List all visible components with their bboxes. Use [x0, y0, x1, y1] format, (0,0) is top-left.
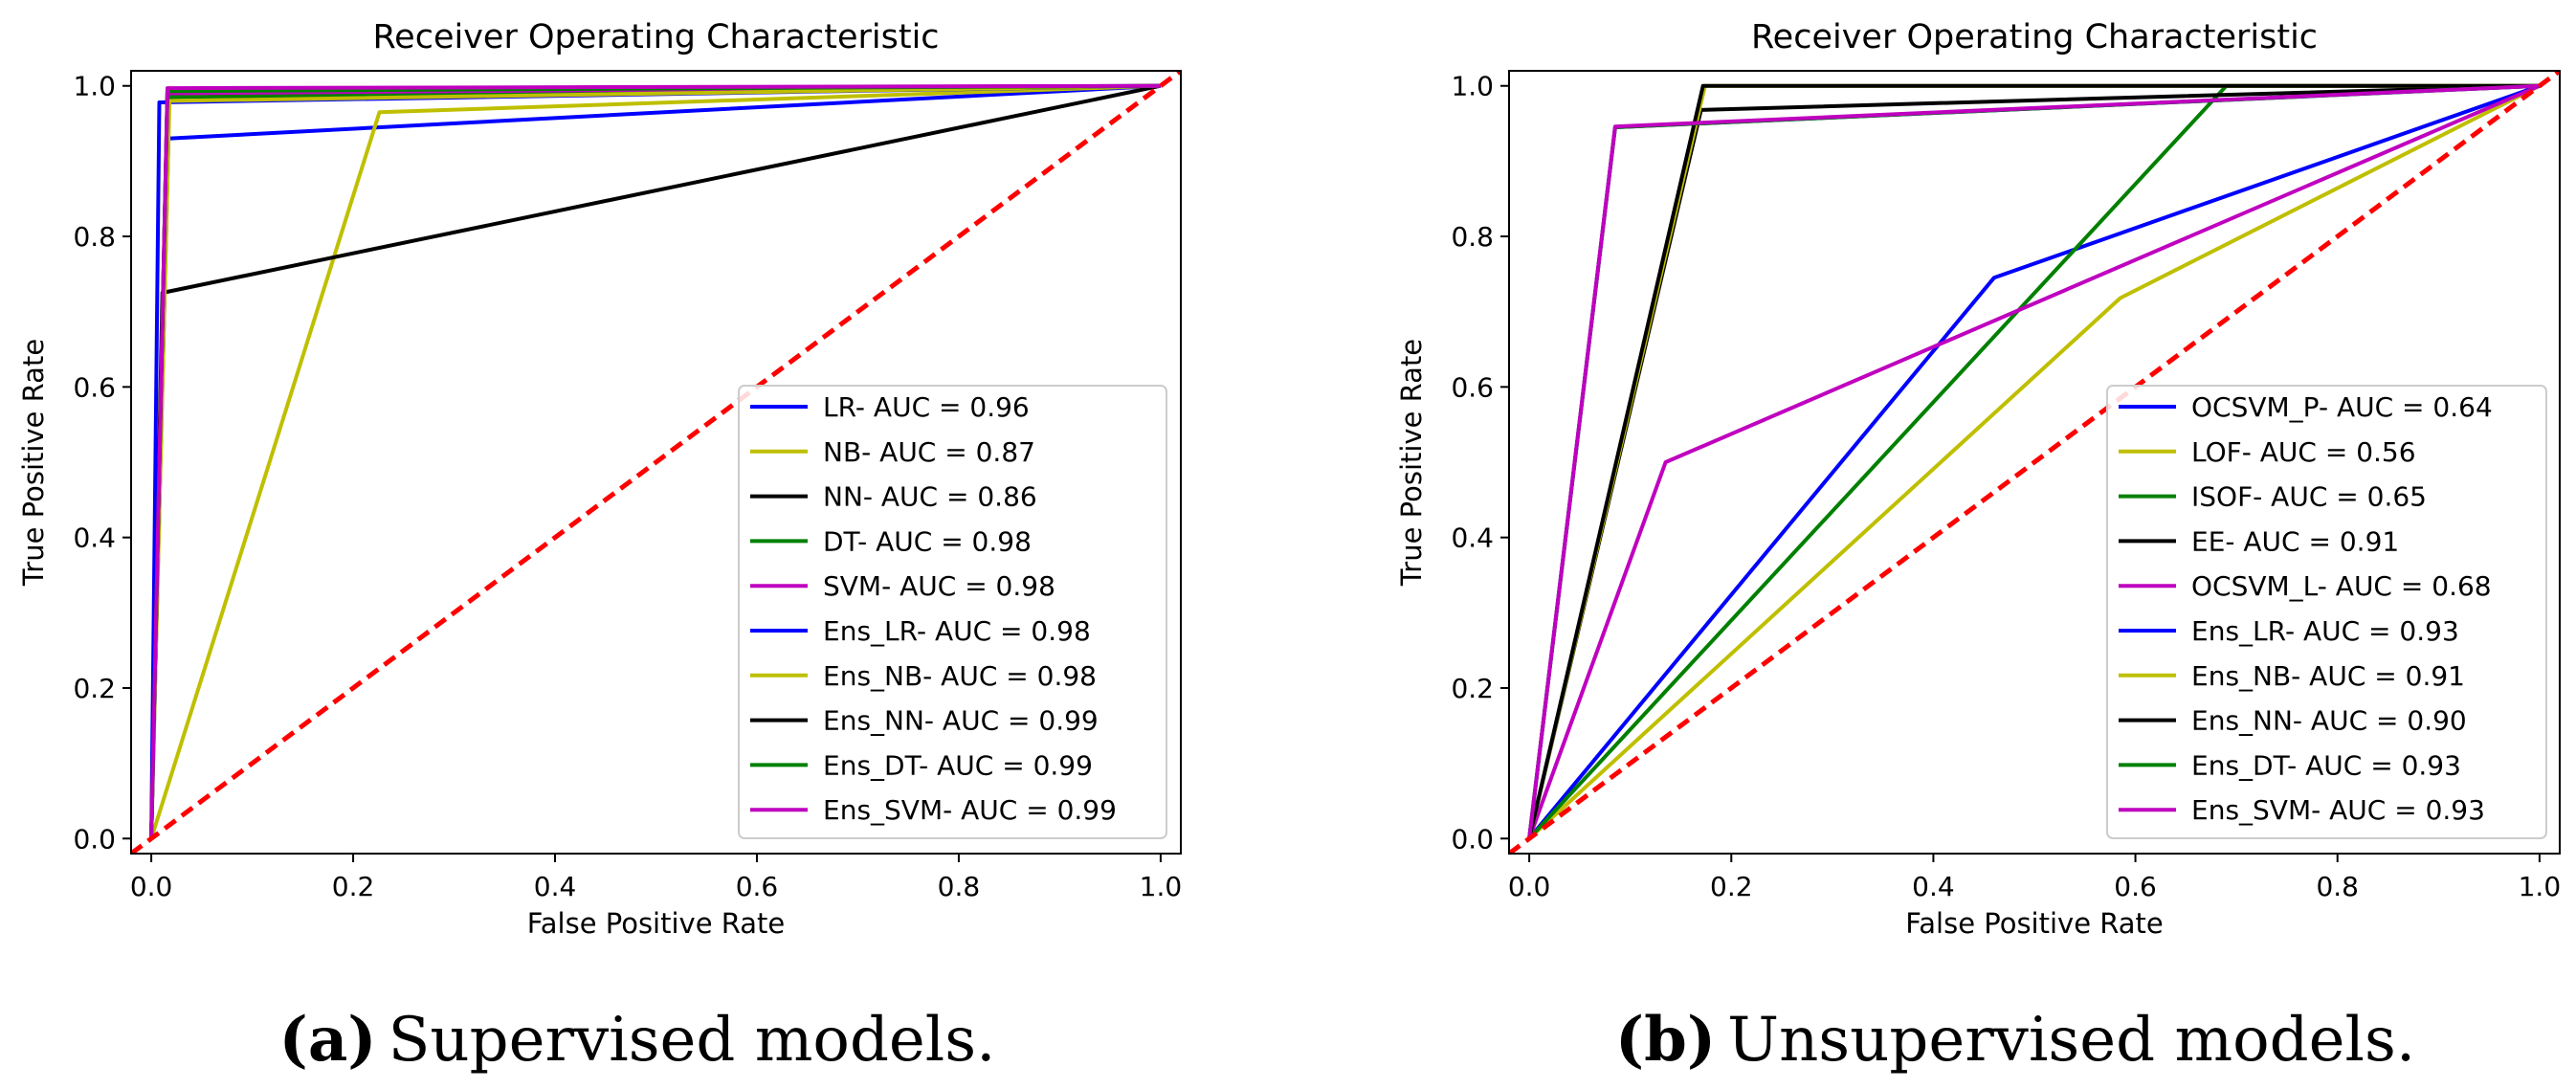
legend-label: OCSVM_P- AUC = 0.64	[2191, 391, 2493, 423]
caption-letter: (a)	[279, 1004, 377, 1076]
x-tick-label: 0.4	[1912, 871, 1955, 902]
y-tick-label: 0.6	[1451, 371, 1494, 403]
x-tick-label: 0.2	[332, 871, 375, 902]
legend-label: LOF- AUC = 0.56	[2191, 436, 2416, 468]
x-axis-label: False Positive Rate	[527, 907, 786, 940]
legend-label: Ens_DT- AUC = 0.99	[823, 749, 1093, 781]
series-line-7	[1527, 83, 2540, 839]
chart-title: Receiver Operating Characteristic	[372, 18, 939, 56]
y-tick-label: 0.0	[73, 823, 116, 855]
x-tick-label: 0.0	[130, 871, 173, 902]
series-line-9	[1527, 83, 2540, 839]
legend-box	[2106, 385, 2547, 839]
legend-box	[738, 385, 1167, 839]
legend-label: Ens_NB- AUC = 0.98	[823, 660, 1097, 692]
x-tick-label: 0.0	[1508, 871, 1551, 902]
x-tick-label: 1.0	[1140, 871, 1183, 902]
y-tick-label: 1.0	[1451, 71, 1494, 102]
chart-title: Receiver Operating Characteristic	[1751, 18, 2318, 56]
legend-label: Ens_LR- AUC = 0.93	[2191, 615, 2459, 647]
series-line-0	[1527, 83, 2541, 840]
y-tick-label: 0.8	[73, 221, 116, 253]
legend-label: Ens_SVM- AUC = 0.93	[2191, 794, 2485, 826]
panel-supervised: Receiver Operating Characteristic 0.0 0.0 0…	[17, 18, 1182, 1076]
x-tick-label: 1.0	[2519, 871, 2562, 902]
x-tick-label: 0.2	[1710, 871, 1753, 902]
legend-label: DT- AUC = 0.98	[823, 525, 1032, 557]
y-tick-label: 0.0	[1451, 823, 1494, 855]
legend-label: Ens_NN- AUC = 0.90	[2191, 705, 2467, 737]
x-tick-label: 0.4	[534, 871, 577, 902]
plot-frame	[1508, 70, 2561, 855]
legend-label: SVM- AUC = 0.98	[823, 570, 1055, 602]
panel-unsupervised: Receiver Operating Characteristic 0.0 0.0 0…	[1395, 18, 2561, 1076]
legend-label: LR- AUC = 0.96	[823, 391, 1030, 423]
legend: OCSVM_P- AUC = 0.64 LOF- AUC = 0.56 ISOF- …	[2106, 385, 2547, 839]
y-tick-label: 0.6	[73, 371, 116, 403]
caption-text: Supervised models.	[389, 1005, 996, 1076]
y-tick-label: 0.4	[73, 522, 116, 554]
y-axis-label: True Positive Rate	[1395, 339, 1428, 587]
y-tick-label: 0.8	[1451, 221, 1494, 253]
legend-label: EE- AUC = 0.91	[2191, 525, 2399, 557]
panel-caption: (a) Supervised models.	[279, 1004, 996, 1076]
legend-label: NB- AUC = 0.87	[823, 436, 1035, 468]
legend-label: OCSVM_L- AUC = 0.68	[2191, 570, 2492, 602]
y-tick-label: 0.2	[73, 673, 116, 704]
plot-frame	[130, 70, 1182, 855]
legend-label: Ens_DT- AUC = 0.93	[2191, 749, 2461, 781]
legend-label: Ens_NB- AUC = 0.91	[2191, 660, 2465, 692]
x-tick-label: 0.6	[736, 871, 779, 902]
legend: LR- AUC = 0.96 NB- AUC = 0.87 NN- AUC = 0.…	[738, 385, 1167, 839]
x-tick-label: 0.6	[2114, 871, 2157, 902]
y-tick-label: 0.4	[1451, 522, 1494, 554]
series-line-1	[1527, 83, 2541, 840]
series-line-1	[149, 83, 1161, 839]
y-tick-label: 1.0	[73, 71, 116, 102]
legend-label: Ens_LR- AUC = 0.98	[823, 615, 1091, 647]
x-tick-label: 0.8	[938, 871, 981, 902]
x-axis-label: False Positive Rate	[1905, 907, 2164, 940]
y-tick-label: 0.2	[1451, 673, 1494, 704]
legend-label: ISOF- AUC = 0.65	[2191, 481, 2427, 513]
y-axis-label: True Positive Rate	[17, 339, 50, 587]
panel-caption: (b) Unsupervised models.	[1615, 1004, 2415, 1076]
legend-label: Ens_SVM- AUC = 0.99	[823, 794, 1117, 826]
x-tick-label: 0.8	[2316, 871, 2359, 902]
reference-diagonal	[131, 71, 1181, 854]
caption-text: Unsupervised models.	[1727, 1005, 2415, 1076]
reference-diagonal	[1509, 71, 2560, 854]
legend-label: Ens_NN- AUC = 0.99	[823, 705, 1099, 737]
series-line-9	[149, 83, 1161, 839]
series-line-4	[1527, 83, 2541, 839]
legend-label: NN- AUC = 0.86	[823, 481, 1037, 513]
caption-letter: (b)	[1615, 1004, 1716, 1076]
